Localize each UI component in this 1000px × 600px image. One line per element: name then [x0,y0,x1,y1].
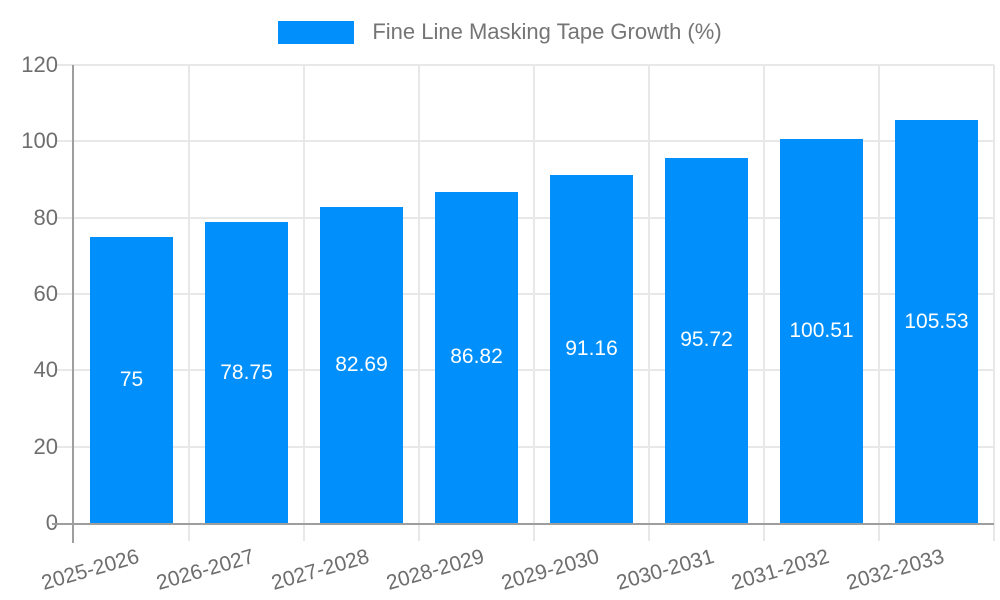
y-axis-tick [56,216,74,219]
y-tick-label: 20 [33,433,58,459]
bar-value-label: 78.75 [220,360,273,384]
x-axis-tick [878,523,880,541]
legend[interactable]: Fine Line Masking Tape Growth (%) [0,16,1000,48]
y-axis-tick [56,369,74,372]
y-tick-label: 40 [33,357,58,383]
bar-2026-2027[interactable] [205,222,288,523]
y-axis-tick [56,445,74,448]
x-axis-tick [993,523,995,541]
x-tick-label: 2025-2026 [38,545,142,595]
x-axis-tick [303,523,305,541]
bar-value-label: 95.72 [680,328,733,352]
bar-2027-2028[interactable] [320,207,403,523]
y-tick-label: 120 [21,52,58,77]
legend-label: Fine Line Masking Tape Growth (%) [372,19,722,44]
bar-2032-2033[interactable] [895,120,978,523]
x-tick-label: 2031-2032 [728,545,832,595]
gridline-vertical [993,65,995,523]
gridline-vertical [763,65,765,523]
x-axis-line [52,523,994,525]
bar-value-label: 75 [119,367,144,391]
bar-value-label: 100.51 [789,319,854,343]
gridline-vertical [418,65,420,523]
bar-2031-2032[interactable] [780,139,863,523]
gridline-vertical [303,65,305,523]
y-tick-label: 80 [33,204,58,230]
bar-value-label: 91.16 [565,337,618,361]
gridline-vertical [648,65,650,523]
x-axis-tick [648,523,650,541]
x-tick-label: 2026-2027 [153,545,257,595]
legend-swatch [278,20,355,44]
x-tick-label: 2030-2031 [613,545,717,595]
bar-2030-2031[interactable] [665,157,748,523]
x-tick-label: 2029-2030 [498,545,602,595]
bar-value-label: 105.53 [904,309,969,333]
x-tick-label: 2028-2029 [383,545,487,595]
y-tick-label: 0 [0,510,58,536]
y-axis-line [72,65,74,543]
bar-2028-2029[interactable] [435,191,518,523]
gridline-vertical [878,65,880,523]
bar-2025-2026[interactable] [90,236,173,523]
x-axis-tick [418,523,420,541]
x-tick-label: 2027-2028 [268,545,372,595]
y-tick-label: 60 [33,281,58,306]
gridline-vertical [188,65,190,523]
x-axis-tick [188,523,190,541]
x-axis-tick [763,523,765,541]
y-axis-tick [56,64,74,66]
bar-value-label: 82.69 [335,353,388,377]
x-tick-label: 2032-2033 [843,545,947,595]
x-axis-tick [533,523,535,541]
y-tick-label: 100 [21,128,58,154]
y-axis-tick [56,140,74,143]
y-axis-tick [56,293,74,295]
bar-value-label: 86.82 [450,345,503,369]
gridline-vertical [533,65,535,523]
bar-2029-2030[interactable] [550,175,633,523]
